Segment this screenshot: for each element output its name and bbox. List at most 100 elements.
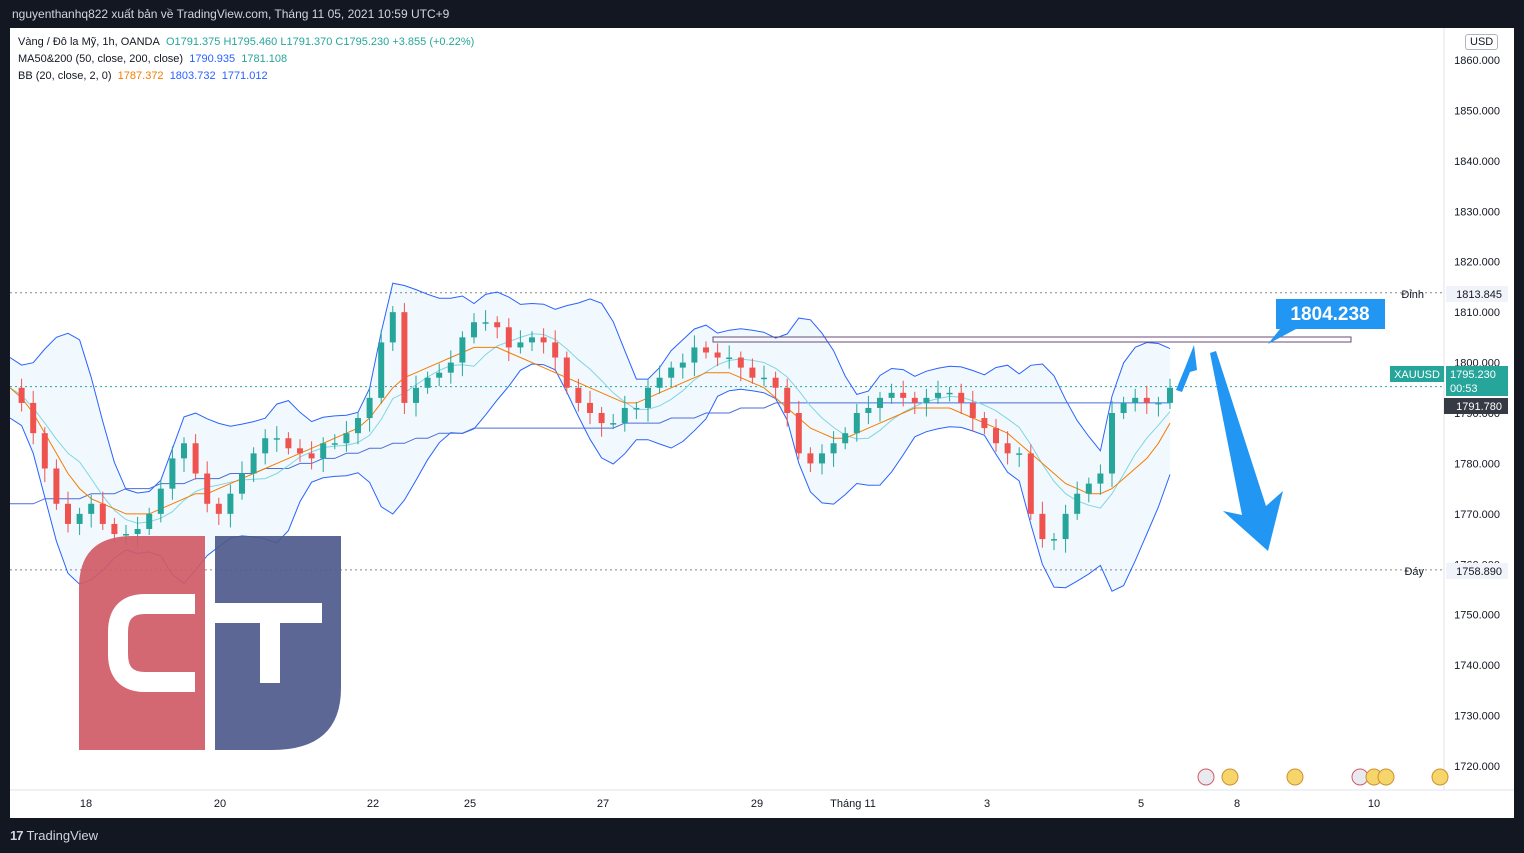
price-callout[interactable]: 1804.238 [1268,299,1385,344]
event-flag-icon[interactable] [1377,768,1395,786]
chart-area[interactable]: 1860.000 1850.000 1840.000 1830.000 1820.000… [9,28,1514,818]
candle-body [761,377,767,380]
price-chart[interactable]: 1860.000 1850.000 1840.000 1830.000 1820.000… [9,28,1514,818]
candle-body [1120,402,1127,413]
tradingview-logo-icon: 17 [10,828,24,843]
publisher-line: nguyenthanhq822 xuất bản về TradingView.… [12,7,450,21]
y-tick-label: 1830.000 [1454,206,1500,218]
candle-body [633,407,640,410]
candle [99,491,106,530]
legend-bb-row[interactable]: BB (20, close, 2, 0) 1787.372 1803.732 1… [18,68,474,85]
candle-body [900,392,907,398]
candle-body [830,443,837,454]
candle [621,395,628,432]
symbol-badge [1390,366,1444,382]
candle [471,313,477,344]
candle-body [413,387,419,403]
x-tick-label: Tháng 11 [830,798,876,810]
candle [888,383,895,404]
candle [563,351,570,394]
candle [65,491,71,533]
time-axis[interactable]: 18 20 22 25 27 29 Tháng 11 3 5 8 10 [80,798,1380,810]
candle-body [610,423,617,425]
candle [853,403,860,442]
candle [517,330,524,354]
candle-body [842,433,849,444]
candle-body [331,443,338,445]
candle [378,330,385,404]
candle-body [76,513,83,524]
y-tick-label: 1730.000 [1454,711,1500,723]
candle [41,427,48,483]
y-tick-label: 1810.000 [1454,307,1500,319]
axis-badges: Đỉnh 1813.845 Đáy 1758.890 XAUUSD 1795.2… [1390,286,1508,579]
candle-body [1051,539,1057,541]
down-arrow-icon[interactable] [1210,351,1283,551]
event-flag-icon[interactable] [1431,768,1449,786]
callout-bubble [1268,299,1385,344]
resistance-zone[interactable] [712,336,1352,343]
candle-body [1027,453,1034,514]
legend-ma-row[interactable]: MA50&200 (50, close, 200, close) 1790.93… [18,51,474,68]
candle [958,383,965,415]
candle [1004,431,1011,465]
tradingview-logo[interactable]: 17 TradingView [10,828,98,843]
y-tick-label: 1780.000 [1454,458,1500,470]
publisher-bar: nguyenthanhq822 xuất bản về TradingView.… [0,0,1524,28]
candle [761,365,767,387]
economic-events[interactable] [1197,768,1449,786]
candle [946,386,953,402]
candle-body [598,413,605,424]
legend-open: O1791.375 [165,36,221,48]
candle [795,400,802,460]
candle [331,434,338,450]
candle [865,395,872,425]
candle-body [772,377,779,388]
candle [1155,396,1162,417]
candle [494,316,501,339]
event-flag-icon[interactable] [1286,768,1304,786]
candle-body [1016,453,1023,455]
candle-body [297,448,303,454]
candle [215,497,222,525]
up-arrow-icon[interactable] [1176,345,1197,392]
event-flag-icon[interactable] [1221,768,1239,786]
bollinger-upper-line [9,282,1171,494]
candle-body [587,402,593,413]
currency-selector[interactable]: USD [1465,34,1499,50]
legend-symbol[interactable]: Vàng / Đô la Mỹ, 1h, OANDA [18,36,160,48]
candle [807,447,814,473]
candle-body [552,342,559,358]
us-flag-icon[interactable] [1197,768,1215,786]
legend-ma50: 1790.935 [189,53,236,65]
candle [181,437,187,473]
legend-bb-basis: 1787.372 [117,70,164,82]
chart-legend: Vàng / Đô la Mỹ, 1h, OANDA O1791.375 H17… [18,34,474,85]
candle-body [853,413,860,434]
candle-body [1085,483,1092,494]
candle-body [18,387,25,403]
candle [993,419,999,452]
candle-body [308,453,315,459]
candle-body [517,342,524,348]
candle [343,421,350,452]
top-level-price: 1813.845 [1456,289,1502,301]
candle-body [192,443,199,474]
candle-body [621,407,628,424]
candle [169,446,176,500]
bottom-level-price: 1758.890 [1456,566,1502,578]
candle-body [656,377,663,388]
candle [227,484,234,528]
top-level-label: Đỉnh [1401,289,1424,301]
candle-body [1062,513,1069,540]
candle [610,414,617,430]
candle-body [99,503,106,524]
legend-ma200: 1781.108 [241,53,288,65]
candle [598,406,605,437]
candle-body [88,503,95,514]
candle-body [935,392,941,398]
candle [981,411,988,435]
candle-body [819,453,825,464]
symbol-badge-text: XAUUSD [1394,369,1440,381]
bollinger-basis-line [9,333,1171,524]
